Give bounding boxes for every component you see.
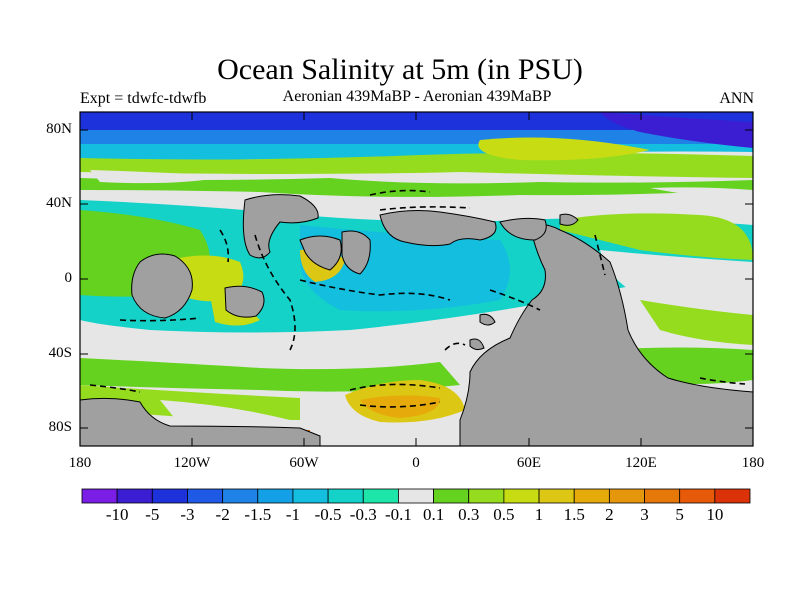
x-tick-label: 120W — [173, 455, 211, 471]
x-tick-label: 60W — [289, 455, 319, 471]
y-tick-label: 0 — [64, 270, 73, 286]
colorbar-label: -3 — [180, 505, 195, 524]
colorbar-swatch — [116, 488, 153, 504]
colorbar-label: -1 — [285, 505, 301, 524]
colorbar-swatch — [679, 488, 716, 504]
season-label: ANN — [719, 90, 754, 107]
colorbar-label: 0.3 — [458, 505, 480, 524]
colorbar-label: 5 — [675, 505, 684, 524]
colorbar-swatch — [362, 488, 399, 504]
colorbar-swatch — [714, 488, 751, 504]
colorbar-label: 0.5 — [493, 505, 515, 524]
colorbar-label: -0.3 — [349, 505, 377, 524]
colorbar-label: -0.5 — [314, 505, 342, 524]
x-tick-label: 60E — [516, 455, 542, 471]
colorbar-swatch — [81, 488, 118, 504]
colorbar-swatch — [644, 488, 681, 504]
y-tick-label: 40S — [48, 345, 72, 361]
axis-ticks — [80, 112, 753, 446]
colorbar-swatch — [222, 488, 259, 504]
dashed-coastlines — [89, 189, 746, 408]
colorbar-swatch — [503, 488, 540, 504]
colorbar-label: -5 — [145, 505, 160, 524]
colorbar — [81, 488, 751, 504]
colorbar-swatch — [292, 488, 329, 504]
colorbar-label: -1.5 — [244, 505, 272, 524]
colorbar-swatch — [327, 488, 364, 504]
colorbar-swatch — [608, 488, 645, 504]
map-title: Ocean Salinity at 5m (in PSU) — [217, 53, 583, 86]
experiment-label: Expt = tdwfc-tdwfb — [80, 90, 207, 107]
y-tick-label: 40N — [46, 195, 72, 211]
land-masses — [80, 194, 753, 446]
colorbar-label: 10 — [706, 505, 724, 524]
colorbar-swatch — [573, 488, 610, 504]
x-tick-label: 180 — [741, 455, 765, 471]
colorbar-swatch — [257, 488, 294, 504]
colorbar-swatch — [187, 488, 224, 504]
colorbar-label: 2 — [605, 505, 614, 524]
colorbar-label: 1 — [534, 505, 544, 524]
colorbar-swatch — [433, 488, 470, 504]
y-tick-label: 80N — [46, 121, 72, 137]
colorbar-swatch — [398, 488, 434, 504]
colorbar-label: -10 — [105, 505, 129, 524]
colorbar-label: -0.1 — [384, 505, 412, 524]
x-tick-label: 120E — [625, 455, 657, 471]
x-tick-label: 0 — [412, 455, 420, 471]
x-tick-label: 180 — [68, 455, 92, 471]
map-field — [80, 112, 753, 446]
y-tick-label: 80S — [48, 419, 72, 435]
colorbar-swatch — [468, 488, 505, 504]
colorbar-label: 0.1 — [422, 505, 445, 524]
colorbar-swatch — [151, 488, 188, 504]
period-label: Aeronian 439MaBP - Aeronian 439MaBP — [282, 88, 552, 105]
colorbar-label: -2 — [215, 505, 230, 524]
colorbar-label: 1.5 — [563, 505, 585, 524]
colorbar-swatch — [538, 488, 575, 504]
colorbar-label: 3 — [640, 505, 649, 524]
